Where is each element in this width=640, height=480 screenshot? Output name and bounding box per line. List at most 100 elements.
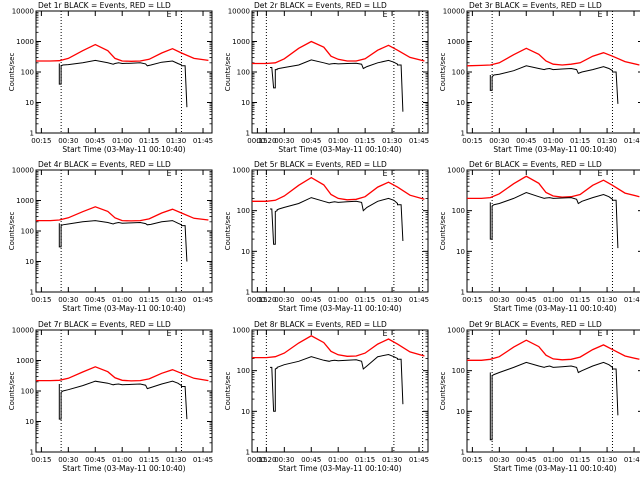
x-axis-label: Start Time (03-May-11 00:10:40) xyxy=(278,304,401,313)
x-tick-label: 01:30 xyxy=(597,296,617,304)
x-tick-label: 01:00 xyxy=(543,296,563,304)
x-tick-label: 00:45 xyxy=(516,456,536,464)
x-tick-label: 01:45 xyxy=(624,456,640,464)
chart-title: Det 1r BLACK = Events, RED = LLD xyxy=(38,1,171,10)
corner-marker-label: E xyxy=(597,329,602,338)
series-line-events xyxy=(489,361,619,441)
x-tick-label: 00:15 xyxy=(462,296,482,304)
x-tick-label: 01:15 xyxy=(139,456,159,464)
chart-title: Det 2r BLACK = Events, RED = LLD xyxy=(254,1,387,10)
x-axis-label: Start Time (03-May-11 00:10:40) xyxy=(62,304,185,313)
x-tick-label: 00:15 xyxy=(247,296,267,304)
x-tick-label: 00:45 xyxy=(301,137,321,145)
y-tick-label: 1 xyxy=(461,289,465,297)
x-tick-label: 01:00 xyxy=(328,137,348,145)
x-tick-label: 01:30 xyxy=(166,296,186,304)
series-line-events xyxy=(270,353,404,412)
x-axis-label: Start Time (03-May-11 00:10:40) xyxy=(62,145,185,154)
y-tick-label: 10000 xyxy=(443,8,465,16)
y-axis-label: Counts/sec xyxy=(224,372,232,411)
y-tick-label: 1000 xyxy=(447,167,465,175)
series-line-lld xyxy=(36,366,209,382)
y-tick-label: 1000 xyxy=(232,167,250,175)
series-line-lld xyxy=(36,43,209,62)
y-tick-label: 10 xyxy=(456,248,465,256)
x-tick-label: 01:45 xyxy=(193,456,213,464)
y-tick-label: 1000 xyxy=(447,38,465,46)
y-tick-label: 10 xyxy=(241,248,250,256)
y-axis-label: Counts/sec xyxy=(224,53,232,92)
chart-title: Det 9r BLACK = Events, RED = LLD xyxy=(469,320,602,329)
x-tick-label: 01:15 xyxy=(139,137,159,145)
x-tick-label: 00:30 xyxy=(489,137,509,145)
x-tick-label: 00:30 xyxy=(489,456,509,464)
y-tick-label: 1000 xyxy=(16,197,34,205)
x-tick-label: 00:45 xyxy=(516,137,536,145)
chart-title: Det 3r BLACK = Events, RED = LLD xyxy=(469,1,602,10)
y-tick-label: 1000 xyxy=(232,38,250,46)
y-tick-label: 100 xyxy=(237,207,250,215)
corner-marker-label: E xyxy=(166,10,171,19)
plot-frame xyxy=(466,169,640,293)
y-tick-label: 10 xyxy=(241,408,250,416)
x-tick-label: 01:45 xyxy=(624,296,640,304)
y-tick-label: 100 xyxy=(237,367,250,375)
chart-title: Det 5r BLACK = Events, RED = LLD xyxy=(254,160,387,169)
series-line-events xyxy=(58,380,188,420)
chart-title: Det 7r BLACK = Events, RED = LLD xyxy=(38,320,171,329)
y-tick-label: 1 xyxy=(30,289,34,297)
x-tick-label: 01:30 xyxy=(382,296,402,304)
y-tick-label: 10000 xyxy=(228,8,250,16)
series-line-lld xyxy=(252,176,425,202)
y-axis-label: Counts/sec xyxy=(8,372,16,411)
x-tick-label: 00:30 xyxy=(274,456,294,464)
series-line-lld xyxy=(252,40,425,65)
x-tick-label: 01:45 xyxy=(193,296,213,304)
x-tick-label: 01:00 xyxy=(543,456,563,464)
plot-frame xyxy=(466,329,640,453)
y-tick-label: 100 xyxy=(452,207,465,215)
x-tick-label: 01:45 xyxy=(624,137,640,145)
x-axis-label: Start Time (03-May-11 00:10:40) xyxy=(493,464,616,473)
series-line-events xyxy=(489,65,619,104)
y-tick-label: 100 xyxy=(237,69,250,77)
y-tick-label: 100 xyxy=(452,367,465,375)
x-tick-label: 00:30 xyxy=(58,137,78,145)
x-tick-label: 01:15 xyxy=(139,296,159,304)
y-tick-label: 100 xyxy=(21,228,34,236)
x-tick-label: 00:45 xyxy=(85,137,105,145)
series-line-events xyxy=(270,59,404,112)
x-tick-label: 00:15 xyxy=(31,456,51,464)
corner-marker-label: E xyxy=(597,10,602,19)
y-tick-label: 10 xyxy=(25,418,34,426)
y-tick-label: 1 xyxy=(246,449,250,457)
x-tick-label: 01:15 xyxy=(355,456,375,464)
plot-frame xyxy=(251,329,429,453)
x-tick-label: 01:00 xyxy=(112,296,132,304)
x-tick-label: 00:15 xyxy=(247,137,267,145)
x-tick-label: 00:15 xyxy=(462,137,482,145)
chart-title: Det 8r BLACK = Events, RED = LLD xyxy=(254,320,387,329)
x-axis-label: Start Time (03-May-11 00:10:40) xyxy=(493,145,616,154)
x-tick-label: 00:45 xyxy=(516,296,536,304)
x-tick-label: 00:45 xyxy=(301,456,321,464)
series-line-lld xyxy=(467,175,640,200)
y-tick-label: 100 xyxy=(21,388,34,396)
x-axis-label: Start Time (03-May-11 00:10:40) xyxy=(62,464,185,473)
y-tick-label: 1 xyxy=(30,130,34,138)
x-tick-label: 01:30 xyxy=(597,456,617,464)
y-tick-label: 100 xyxy=(21,69,34,77)
x-tick-label: 00:30 xyxy=(58,456,78,464)
x-tick-label: 01:15 xyxy=(355,137,375,145)
x-tick-label: 00:15 xyxy=(31,296,51,304)
y-tick-label: 1000 xyxy=(16,38,34,46)
x-tick-label: 00:15 xyxy=(31,137,51,145)
x-tick-label: 01:00 xyxy=(328,456,348,464)
y-tick-label: 1000 xyxy=(232,327,250,335)
x-tick-label: 01:00 xyxy=(543,137,563,145)
